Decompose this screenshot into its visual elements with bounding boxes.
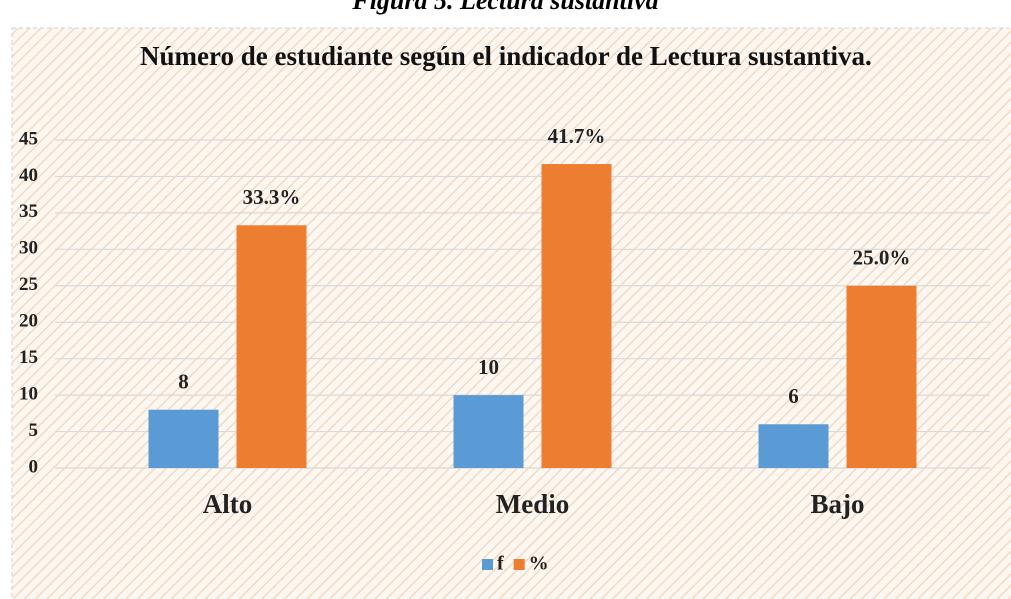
- bar: [541, 164, 612, 468]
- y-tick-label: 15: [19, 347, 38, 368]
- y-tick-label: 40: [19, 165, 38, 186]
- chart-background: [11, 27, 1011, 599]
- y-tick-label: 20: [19, 311, 38, 332]
- y-tick-label: 10: [19, 383, 38, 404]
- y-tick-label: 45: [19, 128, 38, 149]
- data-label: 10: [478, 355, 499, 379]
- data-label: 8: [178, 370, 189, 394]
- y-tick-label: 5: [29, 420, 39, 441]
- data-label: 33.3%: [243, 185, 301, 209]
- y-tick-label: 0: [29, 456, 39, 477]
- legend-label: %: [529, 553, 549, 575]
- data-label: 25.0%: [853, 246, 911, 270]
- x-tick-label: Medio: [496, 489, 570, 519]
- bar: [758, 424, 829, 468]
- y-tick-label: 25: [19, 274, 38, 295]
- data-label: 6: [788, 384, 799, 408]
- bar: [236, 225, 307, 468]
- bar: [846, 285, 917, 468]
- x-tick-label: Bajo: [811, 489, 865, 519]
- figure-caption: Figura 5. Lectura sustantiva: [352, 0, 659, 15]
- data-label: 41.7%: [548, 124, 606, 148]
- chart-title: Número de estudiante según el indicador …: [140, 41, 872, 71]
- legend-swatch: [513, 559, 525, 570]
- legend-swatch: [482, 559, 493, 570]
- y-tick-label: 35: [19, 201, 38, 222]
- y-tick-label: 30: [19, 238, 38, 259]
- x-tick-label: Alto: [203, 489, 253, 519]
- bar: [453, 395, 524, 468]
- bar: [148, 409, 219, 468]
- legend-label: f: [497, 553, 504, 575]
